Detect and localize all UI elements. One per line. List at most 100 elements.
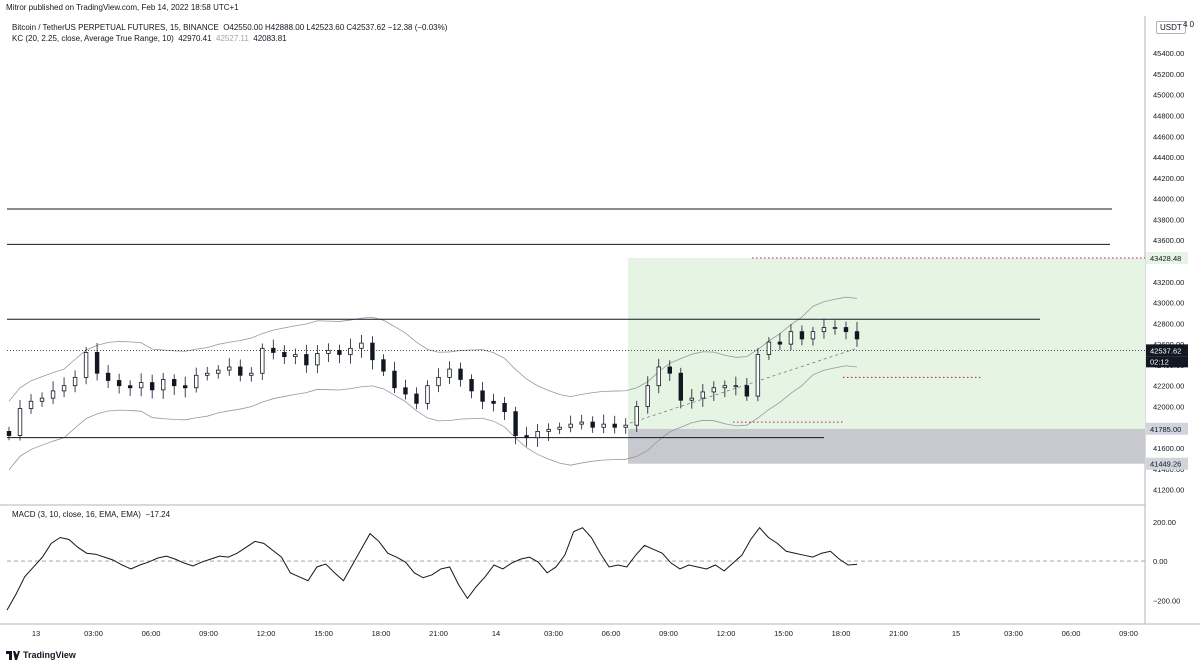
candle-body bbox=[656, 366, 661, 387]
macd-tick-label: 200.00 bbox=[1153, 518, 1176, 527]
candle-body bbox=[315, 353, 320, 366]
candle-body bbox=[667, 366, 672, 374]
time-tick-label: 21:00 bbox=[889, 629, 908, 638]
candle-body bbox=[116, 380, 122, 387]
time-tick-label: 18:00 bbox=[372, 629, 391, 638]
price-tick-label: 43800.00 bbox=[1153, 215, 1184, 224]
candle-body bbox=[17, 408, 23, 436]
tradingview-brand[interactable]: TradingView bbox=[6, 650, 76, 660]
price-tag-bg bbox=[1146, 252, 1188, 265]
candle-body bbox=[711, 387, 717, 393]
candle-body bbox=[447, 368, 452, 378]
candle-body bbox=[194, 374, 199, 389]
time-tick-label: 06:00 bbox=[1062, 629, 1081, 638]
candle-body bbox=[436, 376, 441, 387]
price-tick-label: 41200.00 bbox=[1153, 486, 1184, 495]
candle-body bbox=[854, 331, 860, 340]
price-tick-label: 42800.00 bbox=[1153, 319, 1184, 328]
time-tick-label: 15:00 bbox=[314, 629, 333, 638]
price-tag: 43428.48 bbox=[1150, 254, 1181, 263]
candle-body bbox=[480, 390, 485, 402]
candle-body bbox=[579, 421, 584, 425]
candle-body bbox=[843, 327, 849, 333]
axis-corner-number: 4 0 bbox=[1183, 20, 1195, 29]
macd-label[interactable]: MACD (3, 10, close, 16, EMA, EMA) bbox=[12, 510, 141, 519]
candle-body bbox=[799, 331, 805, 340]
candle-body bbox=[403, 387, 408, 395]
candle-body bbox=[700, 391, 706, 399]
candle-body bbox=[359, 342, 364, 349]
macd-line bbox=[6, 526, 858, 611]
candle-body bbox=[623, 424, 628, 428]
candle-body bbox=[634, 406, 639, 426]
candle-body bbox=[601, 423, 606, 428]
time-tick-label: 03:00 bbox=[84, 629, 103, 638]
keltner-upper-band bbox=[8, 296, 858, 402]
time-tick-label: 15:00 bbox=[774, 629, 793, 638]
candle-body bbox=[392, 370, 397, 389]
countdown-label: 02:12 bbox=[1150, 357, 1169, 366]
price-tag: 41449.26 bbox=[1150, 460, 1181, 469]
candle-body bbox=[755, 354, 761, 397]
candle-body bbox=[557, 426, 562, 430]
ohlc-values: O42550.00 H42888.00 L42523.60 C42537.62 … bbox=[223, 23, 448, 32]
price-tick-label: 44400.00 bbox=[1153, 153, 1184, 162]
candle-body bbox=[810, 331, 816, 340]
time-tick-label: 12:00 bbox=[257, 629, 276, 638]
candle-body bbox=[821, 327, 827, 333]
footer: TradingView bbox=[0, 647, 1200, 665]
price-tick-label: 45400.00 bbox=[1153, 49, 1184, 58]
kc-mid-value: 42527.11 bbox=[216, 34, 249, 43]
candle-body bbox=[832, 327, 838, 329]
price-tick-label: 43200.00 bbox=[1153, 278, 1184, 287]
candle-body bbox=[205, 372, 210, 376]
currency-badge[interactable]: USDT bbox=[1156, 21, 1186, 34]
candle-body bbox=[722, 385, 728, 389]
candle-body bbox=[381, 359, 386, 372]
candle-body bbox=[149, 382, 155, 391]
candle-body bbox=[83, 352, 89, 378]
time-tick-label: 14 bbox=[492, 629, 500, 638]
kc-label[interactable]: KC (20, 2.25, close, Average True Range,… bbox=[12, 34, 174, 43]
symbol-title[interactable]: Bitcoin / TetherUS PERPETUAL FUTURES, 15… bbox=[12, 23, 219, 32]
time-tick-label: 21:00 bbox=[429, 629, 448, 638]
time-tick-label: 09:00 bbox=[1119, 629, 1138, 638]
candle-body bbox=[744, 385, 750, 397]
brand-label: TradingView bbox=[23, 650, 76, 660]
price-tick-label: 45200.00 bbox=[1153, 70, 1184, 79]
candle-body bbox=[777, 341, 783, 345]
candle-body bbox=[260, 347, 265, 374]
time-tick-label: 13 bbox=[32, 629, 40, 638]
symbol-legend: Bitcoin / TetherUS PERPETUAL FUTURES, 15… bbox=[12, 22, 447, 33]
candle-body bbox=[678, 372, 683, 401]
time-tick-label: 18:00 bbox=[832, 629, 851, 638]
price-tick-label: 44200.00 bbox=[1153, 174, 1184, 183]
price-tag-bg bbox=[1146, 457, 1188, 470]
long-position-profit-zone bbox=[628, 258, 1145, 429]
trend-dashed-line bbox=[629, 347, 858, 424]
price-tag: 41785.00 bbox=[1150, 425, 1181, 434]
candle-body bbox=[249, 372, 254, 376]
candle-body bbox=[689, 397, 695, 401]
price-tick-label: 44600.00 bbox=[1153, 132, 1184, 141]
candle-body bbox=[491, 400, 496, 404]
candle-body bbox=[502, 402, 507, 413]
candle-body bbox=[94, 352, 100, 374]
price-tick-label: 44800.00 bbox=[1153, 112, 1184, 121]
macd-tick-label: 0.00 bbox=[1153, 557, 1168, 566]
candle-body bbox=[348, 347, 353, 355]
candle-body bbox=[293, 354, 298, 357]
price-tick-label: 43000.00 bbox=[1153, 299, 1184, 308]
candle-body bbox=[612, 423, 617, 428]
candle-body bbox=[138, 382, 144, 389]
price-tag-bg bbox=[1146, 344, 1188, 357]
price-tick-label: 42200.00 bbox=[1153, 382, 1184, 391]
candle-body bbox=[216, 369, 221, 374]
price-tag-bg bbox=[1146, 422, 1188, 435]
candle-body bbox=[238, 366, 243, 376]
candle-body bbox=[337, 349, 342, 355]
candle-body bbox=[282, 352, 287, 358]
long-position-risk-zone bbox=[628, 428, 1145, 464]
candle-body bbox=[546, 428, 551, 432]
